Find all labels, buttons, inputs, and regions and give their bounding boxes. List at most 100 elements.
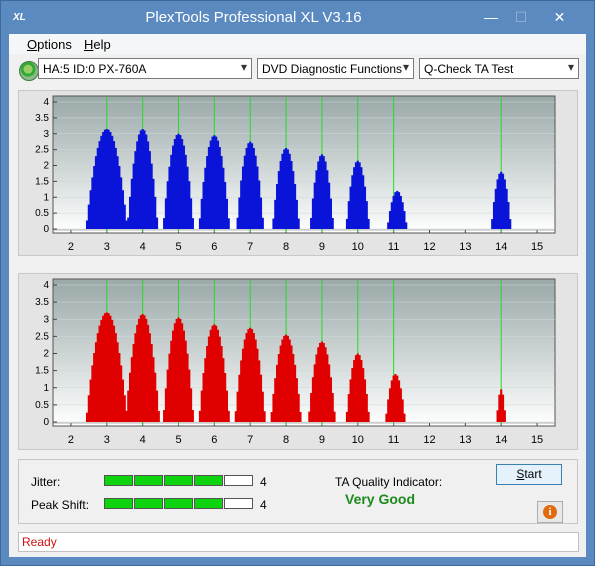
data-bar <box>351 368 354 422</box>
data-bar <box>286 335 289 422</box>
data-bar <box>295 378 298 422</box>
y-tick-label: 3.5 <box>35 113 49 124</box>
data-bar <box>363 186 367 229</box>
close-button[interactable]: ✕ <box>553 9 566 25</box>
data-bar <box>207 336 211 422</box>
jitter-meter-segment <box>224 475 253 486</box>
data-bar <box>385 413 388 422</box>
data-bar <box>179 318 182 422</box>
data-bar <box>234 411 237 422</box>
data-bar <box>259 197 263 229</box>
chevron-down-icon: ▾ <box>402 60 409 74</box>
data-bar <box>188 369 191 422</box>
data-bar <box>272 393 275 422</box>
data-bar <box>120 365 123 422</box>
data-bar <box>261 217 264 229</box>
function-select-value: DVD Diagnostic Functions <box>262 62 403 76</box>
data-bar <box>139 315 142 422</box>
info-button[interactable]: i <box>537 501 563 523</box>
ta-quality-value: Very Good <box>345 491 416 507</box>
data-bar <box>204 358 207 422</box>
data-bar <box>225 390 229 422</box>
data-bar <box>164 388 168 422</box>
peak-shift-meter-segment <box>134 498 163 509</box>
data-bar <box>236 217 239 229</box>
menu-help[interactable]: Help <box>84 37 111 52</box>
peak-shift-meter-segment <box>164 498 193 509</box>
data-bar <box>331 217 334 229</box>
y-tick-label: 4 <box>43 97 49 108</box>
maximize-button[interactable]: ☐ <box>514 9 528 25</box>
data-bar <box>143 315 146 422</box>
data-bar <box>154 372 157 422</box>
x-tick-label: 9 <box>319 241 325 253</box>
data-bar <box>250 143 254 229</box>
drive-select[interactable]: HA:5 ID:0 PX-760A ▾ <box>38 58 252 79</box>
data-bar <box>496 179 499 229</box>
data-bar <box>141 314 144 422</box>
data-bar <box>114 147 117 229</box>
data-bar <box>173 323 177 422</box>
data-bar <box>111 135 114 229</box>
data-bar <box>284 334 288 422</box>
x-tick-label: 3 <box>104 434 110 446</box>
data-bar <box>172 145 175 229</box>
data-bar <box>145 134 148 229</box>
data-bar <box>87 204 90 229</box>
data-bar <box>500 389 503 422</box>
data-bar <box>211 136 214 229</box>
x-tick-label: 8 <box>283 241 289 253</box>
data-bar <box>155 390 159 422</box>
data-bar <box>286 149 289 229</box>
peak-shift-meter-segment <box>104 498 133 509</box>
data-bar <box>283 149 286 229</box>
data-bar <box>118 353 121 422</box>
data-bar <box>245 333 248 422</box>
data-bar <box>503 410 506 422</box>
data-bar <box>288 339 291 422</box>
data-bar <box>347 201 350 229</box>
data-bar <box>139 130 142 229</box>
data-bar <box>387 222 390 229</box>
test-select[interactable]: Q-Check TA Test ▾ <box>419 58 579 79</box>
data-bar <box>227 410 230 422</box>
chevron-down-icon: ▾ <box>567 60 574 74</box>
data-bar <box>249 327 252 422</box>
data-bar <box>120 177 123 229</box>
data-bar <box>91 177 94 229</box>
data-bar <box>397 380 401 422</box>
x-tick-label: 9 <box>319 434 325 446</box>
data-bar <box>290 160 293 229</box>
ta-quality-label: TA Quality Indicator: <box>335 475 443 489</box>
menu-options[interactable]: Options <box>27 37 72 52</box>
y-tick-label: 0.5 <box>35 400 49 411</box>
data-bar <box>292 171 295 229</box>
data-bar <box>132 343 135 422</box>
title-bar[interactable]: XL PlexTools Professional XL V3.16 — ☐ ✕ <box>1 1 594 34</box>
y-tick-label: 2.5 <box>35 145 49 156</box>
data-bar <box>243 339 246 422</box>
data-bar <box>505 188 508 229</box>
data-bar <box>128 196 132 229</box>
function-select[interactable]: DVD Diagnostic Functions ▾ <box>257 58 414 79</box>
start-button[interactable]: Start <box>496 464 562 485</box>
data-bar <box>272 218 275 229</box>
data-bar <box>396 375 399 422</box>
data-bar <box>299 412 302 422</box>
peak-shift-meter-segment <box>194 498 223 509</box>
data-bar <box>492 202 496 229</box>
data-bar <box>322 342 325 422</box>
data-bar <box>141 128 144 229</box>
x-tick-label: 13 <box>459 241 471 253</box>
minimize-button[interactable]: — <box>484 9 498 25</box>
data-bar <box>394 374 397 422</box>
data-bar <box>134 333 137 422</box>
data-bar <box>390 380 393 422</box>
bottom-chart: 4 3.5 3 2.5 2 1.5 1 0.5 0 2 3 4 5 6 7 8 9 10 11 12 13 14 15 <box>35 278 556 446</box>
data-bar <box>311 377 315 422</box>
x-tick-label: 4 <box>140 241 146 253</box>
data-bar <box>123 395 126 422</box>
data-bar <box>277 171 280 229</box>
data-bar <box>173 139 177 229</box>
data-bar <box>507 202 510 229</box>
